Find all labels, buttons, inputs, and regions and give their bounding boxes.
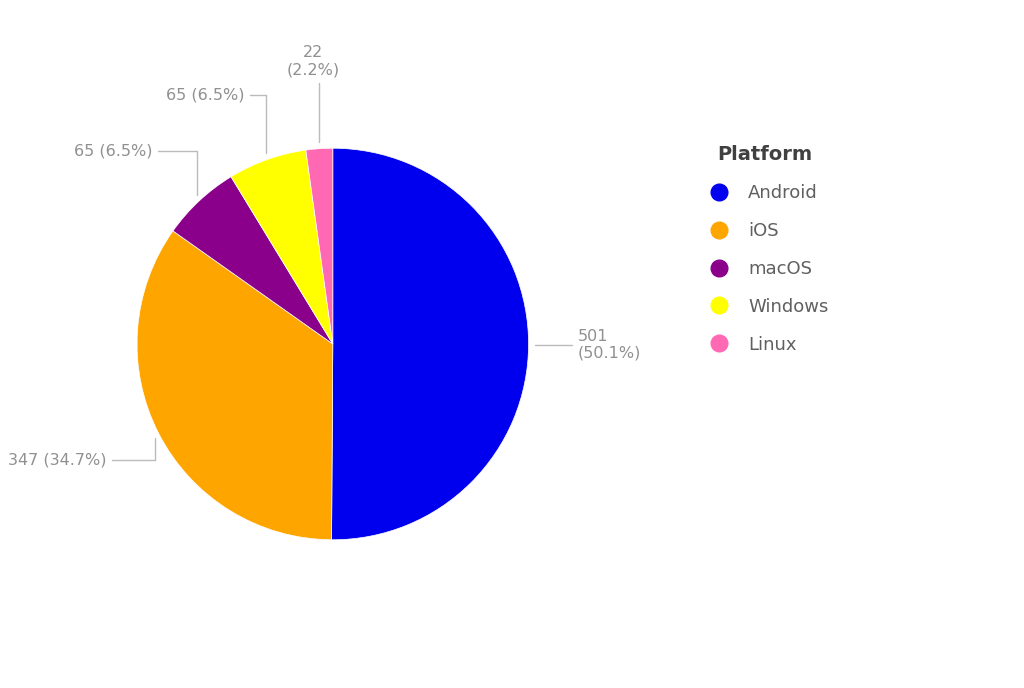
Wedge shape [332,148,528,540]
Text: 65 (6.5%): 65 (6.5%) [74,143,197,195]
Wedge shape [137,231,333,540]
Text: 347 (34.7%): 347 (34.7%) [8,438,156,468]
Wedge shape [173,177,333,344]
Wedge shape [306,148,333,344]
Text: 65 (6.5%): 65 (6.5%) [166,87,266,153]
Legend: Android, iOS, macOS, Windows, Linux: Android, iOS, macOS, Windows, Linux [692,136,838,363]
Text: 501
(50.1%): 501 (50.1%) [536,329,641,361]
Wedge shape [231,150,333,344]
Text: 22
(2.2%): 22 (2.2%) [287,45,340,142]
